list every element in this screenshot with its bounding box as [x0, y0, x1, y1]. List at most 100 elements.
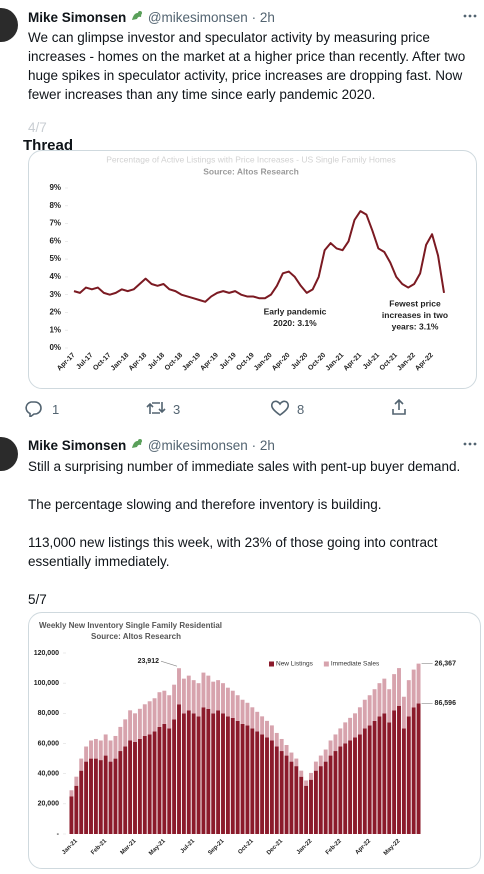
bar-segment	[133, 713, 137, 742]
legend-label: Immediate Sales	[331, 661, 380, 668]
bar-segment	[108, 761, 113, 834]
reply-icon[interactable]	[24, 399, 42, 417]
bar-segment	[142, 704, 147, 736]
x-tick-label: Apr-18	[128, 352, 149, 373]
author-handle[interactable]: @mikesimonsen	[147, 438, 248, 453]
media[interactable]: Weekly New Inventory Single Family Resid…	[28, 612, 481, 869]
bar-segment	[167, 695, 172, 729]
bar-segment	[240, 699, 245, 724]
bar-segment	[397, 668, 401, 706]
bar-segment	[313, 770, 318, 834]
bar-segment	[392, 710, 397, 834]
thread-label[interactable]: Thread	[23, 137, 74, 154]
bar-segment	[89, 740, 93, 759]
bar-segment	[177, 704, 181, 834]
bar-segment	[206, 675, 211, 709]
bar-segment	[89, 758, 93, 834]
bar-segment	[98, 740, 103, 761]
x-tick-label: Jan-21	[325, 352, 346, 373]
media[interactable]: Percentage of Active Listings with Price…	[28, 150, 477, 389]
separator: ·	[251, 438, 257, 453]
like-icon[interactable]	[270, 399, 290, 417]
bar-segment	[98, 760, 103, 834]
annotation: increases in two	[382, 310, 448, 320]
chart: Weekly New Inventory Single Family Resid…	[34, 621, 456, 857]
leader-line	[160, 660, 178, 667]
bar-segment	[225, 687, 230, 717]
avatar[interactable]	[0, 8, 18, 42]
x-tick-label: Mar-21	[120, 838, 138, 856]
x-tick-label: May-22	[383, 838, 402, 857]
y-tick-label: 7%	[49, 219, 61, 228]
tweet-header: Mike Simonsen @mikesimonsen · 2h	[28, 438, 275, 453]
x-tick-label: Apr-19	[199, 352, 220, 373]
bar-segment	[225, 716, 230, 834]
badge-icon	[132, 439, 143, 448]
annotation: Early pandemic	[264, 306, 327, 316]
bar-segment	[343, 743, 348, 834]
bar-segment	[216, 710, 221, 834]
x-tick-label: Oct-19	[235, 352, 255, 372]
bar-segment	[333, 734, 338, 752]
author-name[interactable]: Mike Simonsen	[28, 438, 127, 453]
bar-segment	[353, 713, 357, 738]
more-menu[interactable]	[462, 440, 478, 448]
y-tick-label: 60,000	[38, 740, 60, 747]
bar-segment	[289, 752, 294, 762]
bar-segment	[387, 722, 392, 834]
bar-segment	[230, 717, 235, 834]
bar-segment	[113, 735, 118, 759]
y-tick-label: 40,000	[38, 771, 60, 778]
bar-segment	[172, 719, 177, 834]
author-name[interactable]: Mike Simonsen	[28, 10, 127, 25]
legend-label: New Listings	[276, 661, 314, 668]
bar-segment	[177, 668, 181, 705]
bar-segment	[201, 707, 206, 834]
y-tick-label: 6%	[49, 236, 61, 245]
annotation: 2020: 3.1%	[273, 318, 317, 328]
bar-segment	[235, 720, 240, 834]
timestamp[interactable]: 2h	[259, 10, 275, 25]
bar-segment	[181, 713, 186, 834]
share-icon[interactable]	[390, 398, 408, 416]
x-tick-label: Jan-20	[253, 352, 274, 373]
x-tick-label: Oct-17	[92, 352, 112, 372]
retweet-icon[interactable]	[146, 399, 166, 417]
legend-swatch	[323, 661, 329, 667]
chart-title: Weekly New Inventory Single Family Resid…	[39, 621, 222, 630]
bar-segment	[133, 741, 137, 834]
bar-segment	[372, 720, 377, 834]
bar-segment	[147, 734, 152, 834]
bar-segment	[260, 734, 265, 834]
chart-subtitle: Source: Altos Research	[91, 632, 181, 641]
tweet-text: We can glimpse investor and speculator a…	[28, 28, 473, 123]
paragraph: 5/7	[28, 592, 47, 607]
bar-segment	[265, 720, 269, 738]
bar-segment	[284, 745, 289, 756]
paragraph: The percentage slowing and therefore inv…	[28, 497, 382, 512]
y-tick-label: 1%	[49, 325, 61, 334]
bar-segment	[353, 737, 357, 834]
bar-segment	[84, 746, 89, 762]
timestamp[interactable]: 2h	[259, 438, 275, 453]
bar-segment	[382, 713, 387, 834]
bar-segment	[333, 751, 338, 834]
y-tick-label: 120,000	[34, 650, 59, 657]
bar-segment	[299, 770, 304, 777]
x-tick-label: Oct-18	[164, 352, 184, 372]
y-tick-label: 20,000	[38, 801, 60, 808]
data-line	[73, 210, 446, 303]
bar-segment	[318, 755, 323, 767]
avatar[interactable]	[0, 437, 18, 471]
bar-segment	[377, 716, 382, 834]
bar-segment	[152, 731, 157, 834]
author-handle[interactable]: @mikesimonsen	[147, 10, 248, 25]
bar-segment	[416, 663, 421, 704]
more-menu[interactable]	[462, 12, 478, 20]
x-tick-label: Oct-20	[307, 352, 327, 372]
retweet-count: 3	[173, 402, 181, 417]
bar-segment	[411, 707, 416, 834]
y-tick-label: 4%	[49, 272, 61, 281]
x-tick-label: Jan-22	[396, 352, 417, 373]
y-tick-label: 100,000	[34, 680, 59, 687]
